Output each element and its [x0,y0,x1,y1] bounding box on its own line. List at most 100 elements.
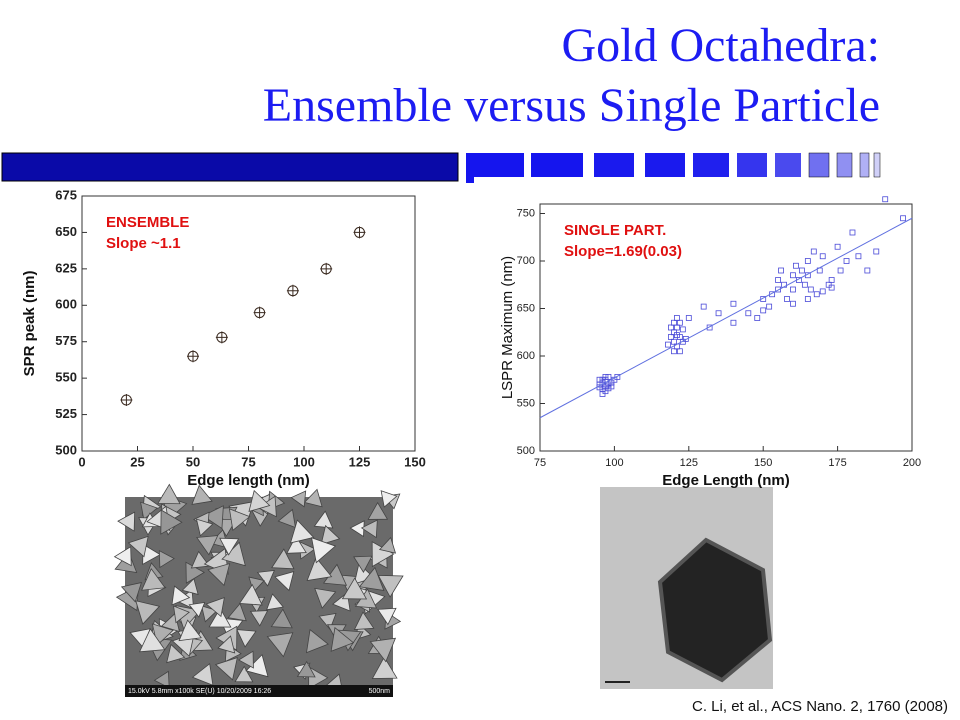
point [668,334,674,340]
sem-particle [308,666,329,690]
point [605,381,612,388]
sem-particle [237,650,254,669]
x-tick-label: 125 [349,454,371,469]
sem-particle [296,660,316,678]
point [673,324,680,331]
annotation: SINGLE PART. [564,222,666,239]
point [614,373,621,380]
sem-particle [380,490,398,508]
sem-particle [371,656,398,679]
sem-particle [208,607,232,628]
point [760,307,767,314]
tem-image [600,487,773,689]
sem-particle [320,524,341,545]
point [793,262,799,269]
x-tick-label: 75 [534,457,546,469]
point [715,310,722,317]
sem-particle [157,483,181,505]
sem-particle [195,518,214,537]
x-tick-label: 150 [754,457,772,469]
point [828,284,835,291]
y-axis-label: LSPR Maximum (nm) [499,256,516,399]
title-line: Ensemble versus Single Particle [263,79,880,132]
point [807,286,814,293]
point [843,258,850,264]
point [187,350,199,363]
sem-particle [207,563,231,587]
sem-particle [377,574,404,598]
y-tick-label: 500 [517,445,535,457]
point [286,284,299,297]
annotation: ENSEMBLE [106,214,189,231]
sem-particle [227,602,247,622]
sem-particle [378,536,397,554]
point [673,315,680,321]
x-tick-label: 200 [903,457,921,469]
sem-particle [117,511,136,532]
point [900,215,906,222]
sem-particle [369,637,397,663]
point [700,303,707,310]
point [819,253,826,260]
point [730,300,737,307]
sem-particle [256,569,275,587]
sem-particle [314,587,337,609]
sem-particle [248,489,271,513]
sem-particle [191,484,213,505]
sem-particle [271,548,295,570]
sem-particle [171,585,191,606]
sem-particle [127,535,149,558]
point [745,310,752,317]
sem-particle [322,563,348,586]
y-tick-label: 550 [55,370,77,385]
point [849,229,856,236]
sem-particle [313,510,334,529]
sem-particle [166,643,186,664]
point [599,376,606,383]
sem-particle [219,537,240,556]
x-tick-label: 100 [293,454,315,469]
sem-particle [181,577,199,596]
y-tick-label: 650 [517,302,535,314]
x-tick-label: 0 [78,454,85,469]
point [685,315,692,321]
sem-particle [286,535,307,554]
point [810,248,817,255]
point [605,373,612,380]
sem-particle [367,501,389,520]
sem-particle [138,628,166,653]
sem-particle [153,670,170,689]
sem-particle [113,546,132,567]
x-tick-label: 125 [680,457,698,469]
point [253,306,266,319]
sem-particle [266,632,294,658]
sem-particle [214,656,238,681]
sem-particle [249,610,269,627]
y-tick-label: 500 [55,442,77,457]
point [801,281,808,288]
sem-particle [274,570,295,592]
x-tick-label: 150 [404,454,426,469]
point [665,341,671,348]
sem-particle [289,519,315,544]
citation: C. Li, et al., ACS Nano. 2, 1760 (2008) [692,698,948,715]
y-tick-label: 600 [55,297,77,312]
point [215,331,228,344]
sem-particle [290,490,307,508]
sem-particle [202,505,224,530]
x-tick-label: 175 [828,457,846,469]
sem-image: 15.0kV 5.8mm x100k SE(U) 10/20/2009 16:2… [113,483,404,697]
sem-particle [360,519,378,539]
point [804,258,811,264]
point [855,253,862,260]
point [798,267,805,274]
point [320,262,333,275]
x-axis-label: Edge Length (nm) [662,472,790,489]
sem-particle [303,488,323,508]
point [353,226,366,239]
sem-particle [196,535,219,556]
x-tick-label: 75 [241,454,255,469]
point [682,335,689,342]
x-tick-label: 50 [186,454,200,469]
annotation: Slope=1.69(0.03) [564,243,682,260]
